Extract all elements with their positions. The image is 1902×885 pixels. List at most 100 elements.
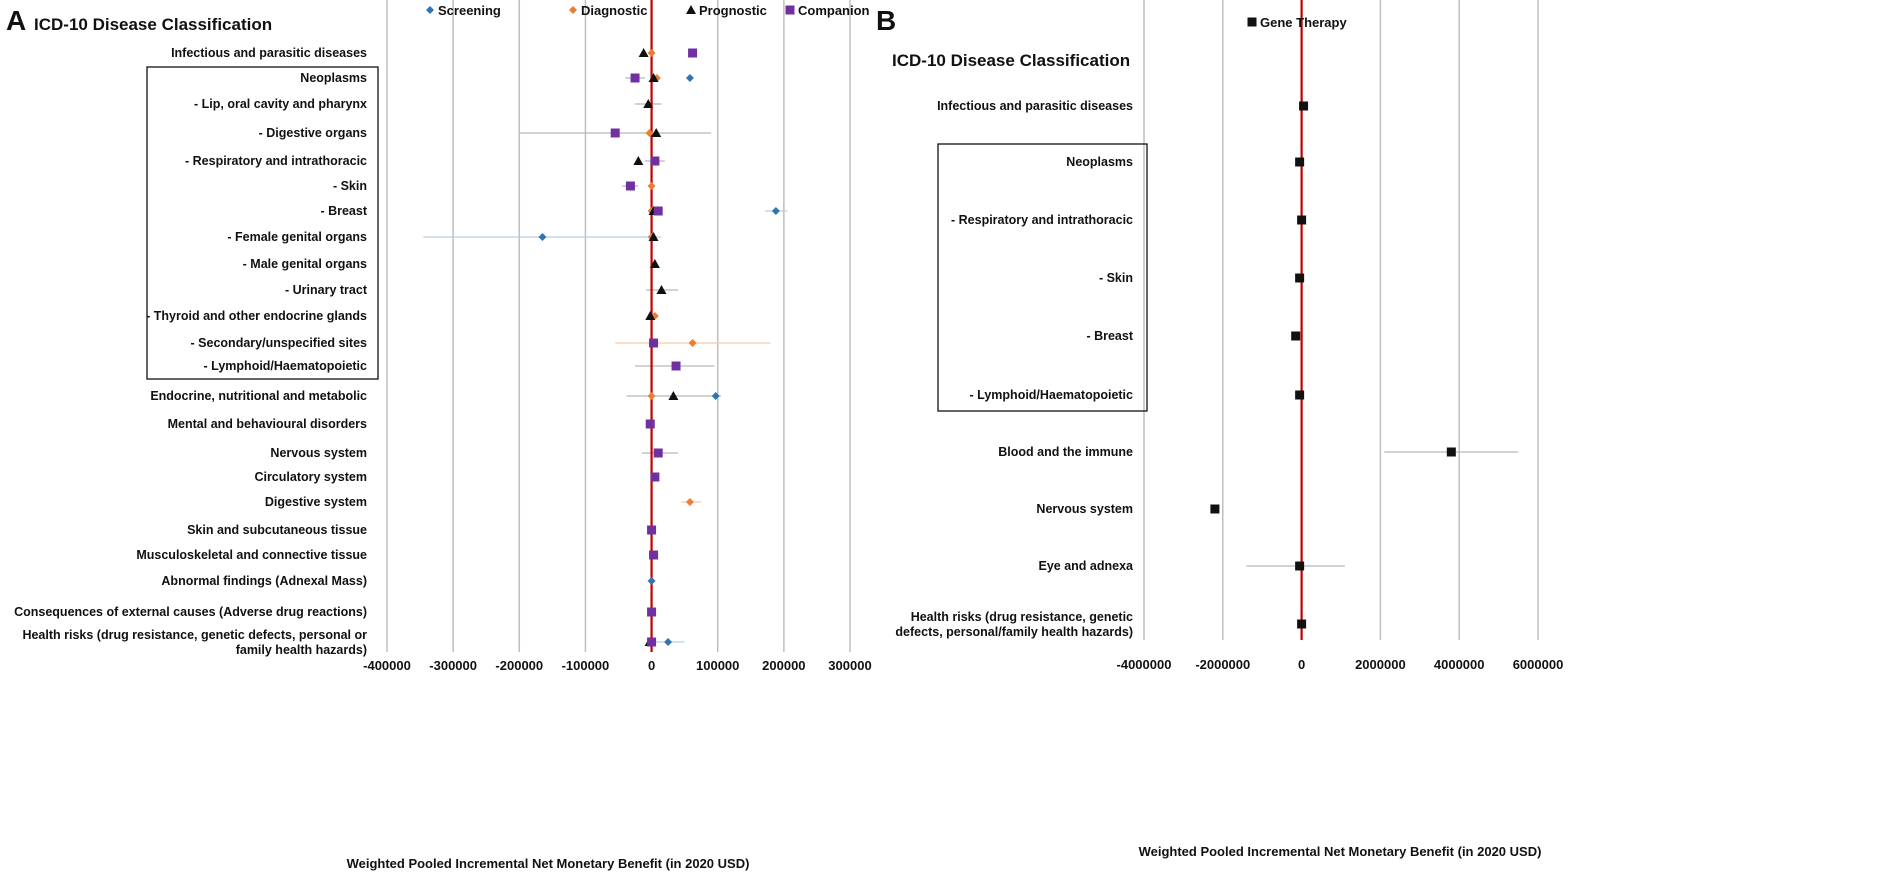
panel-b-category-label-line: - Respiratory and intrathoracic bbox=[951, 213, 1133, 227]
panel-a-title: ICD-10 Disease Classification bbox=[34, 15, 272, 34]
panel-a-screening-point bbox=[711, 392, 720, 400]
panel-a-prognostic-point bbox=[638, 48, 649, 57]
panel-a-plot: -400000 -300000 -200000 -100000 0 100000 20000… bbox=[14, 0, 872, 673]
panel-a-diagnostic-point bbox=[688, 339, 697, 347]
panel-a-prognostic-point bbox=[648, 73, 659, 82]
panel-a-category-label: Circulatory system bbox=[254, 470, 367, 484]
panel-a-legend-companion-marker bbox=[785, 5, 795, 15]
panel-a-category-label: Mental and behavioural disorders bbox=[168, 417, 367, 431]
panel-b-category-label: - Breast bbox=[1086, 329, 1133, 343]
panel-a-category-label: Digestive system bbox=[265, 495, 367, 509]
panel-a-prognostic-point bbox=[648, 232, 659, 241]
panel-b-category-label-line: Infectious and parasitic diseases bbox=[937, 99, 1133, 113]
panel-b-category-label: Nervous system bbox=[1036, 502, 1133, 516]
panel-a-companion-point bbox=[630, 73, 640, 83]
panel-a-companion-point bbox=[647, 637, 657, 647]
panel-a-companion-point bbox=[688, 48, 698, 58]
panel-a-category-label: - Urinary tract bbox=[285, 283, 368, 297]
panel-a-xlabel: Weighted Pooled Incremental Net Monetary… bbox=[347, 856, 750, 871]
panel-a-category-label-line: Consequences of external causes (Adverse… bbox=[14, 605, 367, 619]
panel-a-diagnostic-point bbox=[647, 392, 656, 400]
panel-b-gene-therapy-point bbox=[1295, 273, 1305, 283]
panel-a-screening-point bbox=[771, 207, 780, 215]
panel-a-legend-prognostic-label: Prognostic bbox=[699, 3, 767, 18]
panel-a-category-label-line: Infectious and parasitic diseases bbox=[171, 46, 367, 60]
panel-a-companion-point bbox=[650, 156, 660, 166]
panel-a-prognostic-point bbox=[656, 285, 667, 294]
panel-a-category-label-line: Musculoskeletal and connective tissue bbox=[136, 548, 367, 562]
panel-a-prognostic-point bbox=[645, 311, 656, 320]
panel-a-diagnostic-point bbox=[685, 498, 694, 506]
panel-b-plot: -4000000 -2000000 0 2000000 4000000 6000000 In… bbox=[895, 0, 1563, 672]
panel-a-category-label-line: - Lymphoid/Haematopoietic bbox=[204, 359, 367, 373]
panel-a-category-label: - Digestive organs bbox=[259, 126, 367, 140]
panel-a-letter: A bbox=[6, 5, 26, 36]
panel-b-x-tick-label: 4000000 bbox=[1434, 657, 1485, 672]
panel-b-category-label-line: Eye and adnexa bbox=[1039, 559, 1135, 573]
panel-a-category-label-line: - Female genital organs bbox=[227, 230, 367, 244]
panel-b-category-label: Blood and the immune bbox=[998, 445, 1133, 459]
panel-b-gene-therapy-point bbox=[1297, 215, 1307, 225]
panel-a-prognostic-point bbox=[633, 156, 644, 165]
panel-a-category-label: Neoplasms bbox=[300, 71, 367, 85]
panel-b-category-label-line: - Breast bbox=[1086, 329, 1133, 343]
panel-a-diagnostic-point bbox=[645, 129, 654, 137]
panel-a-legend-screening-label: Screening bbox=[438, 3, 501, 18]
panel-a-companion-point bbox=[653, 206, 663, 216]
panel-a-legend-diagnostic-label: Diagnostic bbox=[581, 3, 647, 18]
panel-a-category-label: Skin and subcutaneous tissue bbox=[187, 523, 367, 537]
panel-b-category-label: Eye and adnexa bbox=[1039, 559, 1135, 573]
panel-a-x-tick-label: 300000 bbox=[828, 658, 871, 673]
panel-a-category-label-line: - Thyroid and other endocrine glands bbox=[146, 309, 367, 323]
panel-b-x-tick-label: 2000000 bbox=[1355, 657, 1406, 672]
panel-b-gene-therapy-point bbox=[1295, 561, 1305, 571]
panel-a-category-label: - Thyroid and other endocrine glands bbox=[146, 309, 367, 323]
panel-a-diagnostic-point bbox=[647, 182, 656, 190]
panel-a-legend-diagnostic-marker bbox=[569, 6, 577, 14]
panel-b-gene-therapy-point bbox=[1299, 101, 1309, 111]
panel-b-gene-therapy-point bbox=[1446, 447, 1456, 457]
panel-a-category-label-line: - Skin bbox=[333, 179, 367, 193]
panel-a-prognostic-point bbox=[649, 259, 660, 268]
panel-a-category-label: Abnormal findings (Adnexal Mass) bbox=[161, 574, 367, 588]
panel-a-screening-point bbox=[685, 74, 694, 82]
panel-a-screening-point bbox=[647, 577, 656, 585]
panel-b-neoplasms-box bbox=[937, 143, 1148, 412]
panel-a-category-label: Health risks (drug resistance, genetic d… bbox=[22, 628, 367, 657]
panel-a-category-label-line: Health risks (drug resistance, genetic d… bbox=[22, 628, 367, 642]
panel-a-screening-point bbox=[538, 233, 547, 241]
panel-a-category-label-line: - Lip, oral cavity and pharynx bbox=[194, 97, 367, 111]
panel-a-x-tick-label: -400000 bbox=[363, 658, 411, 673]
panel-a-category-label-line: Nervous system bbox=[270, 446, 367, 460]
panel-a-category-label-line: - Urinary tract bbox=[285, 283, 368, 297]
panel-b-category-label: Neoplasms bbox=[1066, 155, 1133, 169]
panel-a-x-tick-label: 100000 bbox=[696, 658, 739, 673]
panel-a-category-label-line: - Respiratory and intrathoracic bbox=[185, 154, 367, 168]
panel-b-category-label: Infectious and parasitic diseases bbox=[937, 99, 1133, 113]
panel-b-x-tick-label: 0 bbox=[1298, 657, 1305, 672]
panel-a-category-label-line: - Digestive organs bbox=[259, 126, 367, 140]
panel-a-category-label-line: family health hazards) bbox=[236, 643, 367, 657]
panel-a-category-label: - Lip, oral cavity and pharynx bbox=[194, 97, 367, 111]
panel-a-category-label: Consequences of external causes (Adverse… bbox=[14, 605, 367, 619]
panel-a-companion-point bbox=[649, 550, 659, 560]
panel-a-category-label-line: Digestive system bbox=[265, 495, 367, 509]
panel-a-category-label-line: - Male genital organs bbox=[243, 257, 367, 271]
panel-a-category-label-line: Mental and behavioural disorders bbox=[168, 417, 367, 431]
panel-a-category-label: - Lymphoid/Haematopoietic bbox=[204, 359, 367, 373]
panel-a-category-label-line: Skin and subcutaneous tissue bbox=[187, 523, 367, 537]
panel-a-prognostic-point bbox=[651, 128, 662, 137]
panel-b-x-tick-label: 6000000 bbox=[1513, 657, 1564, 672]
panel-a-category-label: - Breast bbox=[320, 204, 367, 218]
panel-a-legend-prognostic-marker bbox=[686, 5, 696, 14]
panel-a-category-label-line: - Secondary/unspecified sites bbox=[191, 336, 367, 350]
panel-a-category-label: Nervous system bbox=[270, 446, 367, 460]
panel-a-companion-point bbox=[653, 448, 663, 458]
panel-a-category-label: Endocrine, nutritional and metabolic bbox=[150, 389, 367, 403]
panel-b-category-label-line: Blood and the immune bbox=[998, 445, 1133, 459]
panel-a-category-label: Musculoskeletal and connective tissue bbox=[136, 548, 367, 562]
panel-a-companion-point bbox=[647, 607, 657, 617]
panel-b-category-label: Health risks (drug resistance, genetic de… bbox=[895, 610, 1133, 639]
panel-a-category-label-line: Circulatory system bbox=[254, 470, 367, 484]
